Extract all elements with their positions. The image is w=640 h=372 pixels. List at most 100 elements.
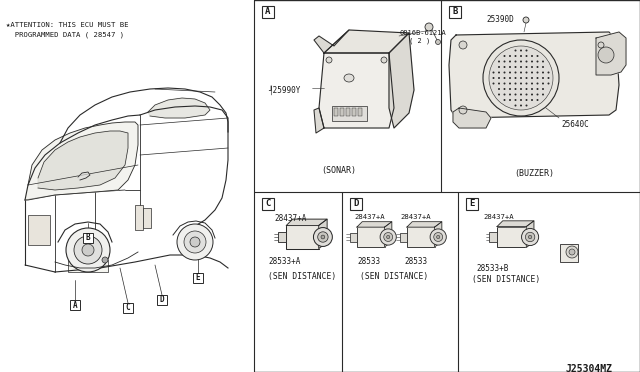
- Circle shape: [515, 88, 516, 90]
- Bar: [262, 6, 274, 18]
- Circle shape: [509, 61, 511, 62]
- Circle shape: [598, 42, 604, 48]
- Circle shape: [504, 71, 506, 74]
- Circle shape: [498, 71, 500, 74]
- Circle shape: [504, 83, 506, 84]
- Circle shape: [525, 61, 527, 62]
- Circle shape: [74, 236, 102, 264]
- Circle shape: [536, 55, 538, 57]
- Text: PROGRAMMED DATA ( 28547 ): PROGRAMMED DATA ( 28547 ): [6, 31, 124, 38]
- Polygon shape: [407, 222, 442, 227]
- Circle shape: [536, 99, 538, 101]
- Polygon shape: [596, 32, 626, 75]
- Circle shape: [536, 77, 538, 79]
- Text: B: B: [452, 7, 458, 16]
- Bar: [334, 108, 338, 116]
- Bar: [135, 205, 143, 230]
- Circle shape: [531, 77, 533, 79]
- Circle shape: [536, 88, 538, 90]
- Bar: [340, 108, 344, 116]
- Polygon shape: [314, 108, 324, 133]
- Circle shape: [525, 105, 527, 106]
- Bar: [352, 108, 356, 116]
- Circle shape: [525, 99, 527, 101]
- Circle shape: [547, 71, 550, 74]
- Bar: [0, 0, 254, 372]
- Text: 28437+A: 28437+A: [354, 214, 385, 220]
- Text: 28437+A: 28437+A: [400, 214, 431, 220]
- Circle shape: [531, 55, 533, 57]
- Circle shape: [504, 55, 506, 57]
- Circle shape: [498, 66, 500, 68]
- Circle shape: [515, 55, 516, 57]
- Circle shape: [509, 77, 511, 79]
- Circle shape: [531, 83, 533, 84]
- Text: (SEN DISTANCE): (SEN DISTANCE): [360, 272, 428, 281]
- Circle shape: [542, 93, 544, 96]
- Bar: [560, 244, 578, 262]
- Circle shape: [520, 77, 522, 79]
- Bar: [357, 227, 385, 247]
- Circle shape: [66, 228, 110, 272]
- Circle shape: [531, 99, 533, 101]
- Bar: [346, 108, 350, 116]
- Circle shape: [525, 66, 527, 68]
- Bar: [286, 225, 319, 248]
- Text: 0816B-6121A: 0816B-6121A: [399, 30, 445, 36]
- Circle shape: [314, 228, 332, 246]
- Circle shape: [515, 93, 516, 96]
- Circle shape: [509, 66, 511, 68]
- Bar: [449, 6, 461, 18]
- Polygon shape: [25, 122, 138, 200]
- Circle shape: [525, 93, 527, 96]
- Text: J25304MZ: J25304MZ: [565, 364, 612, 372]
- Polygon shape: [324, 30, 409, 53]
- Circle shape: [536, 66, 538, 68]
- Circle shape: [531, 71, 533, 74]
- Circle shape: [381, 57, 387, 63]
- Circle shape: [504, 66, 506, 68]
- Circle shape: [504, 99, 506, 101]
- Circle shape: [525, 55, 527, 57]
- Circle shape: [520, 88, 522, 90]
- Circle shape: [542, 61, 544, 62]
- Circle shape: [520, 83, 522, 84]
- Circle shape: [569, 249, 575, 255]
- Text: C: C: [125, 304, 131, 312]
- Circle shape: [520, 105, 522, 106]
- Text: 28437+A: 28437+A: [274, 214, 307, 223]
- Circle shape: [547, 77, 550, 79]
- Polygon shape: [286, 219, 327, 225]
- Circle shape: [317, 232, 328, 242]
- Circle shape: [520, 71, 522, 74]
- Circle shape: [493, 77, 495, 79]
- Circle shape: [515, 99, 516, 101]
- Polygon shape: [38, 131, 128, 190]
- Circle shape: [321, 235, 324, 239]
- Circle shape: [436, 235, 440, 238]
- Circle shape: [504, 77, 506, 79]
- Circle shape: [531, 61, 533, 62]
- Polygon shape: [357, 222, 392, 227]
- Circle shape: [525, 71, 527, 74]
- Circle shape: [82, 244, 94, 256]
- Circle shape: [520, 49, 522, 51]
- Bar: [358, 108, 362, 116]
- Circle shape: [520, 66, 522, 68]
- Bar: [123, 303, 133, 313]
- Text: ( 2 ): ( 2 ): [409, 38, 430, 45]
- Circle shape: [509, 88, 511, 90]
- Bar: [349, 232, 357, 241]
- Circle shape: [384, 232, 393, 241]
- Circle shape: [520, 99, 522, 101]
- Text: ┦25990Y: ┦25990Y: [268, 85, 300, 94]
- Circle shape: [522, 228, 539, 246]
- Polygon shape: [389, 33, 414, 128]
- Text: 25640C: 25640C: [561, 120, 589, 129]
- Circle shape: [536, 71, 538, 74]
- Circle shape: [525, 83, 527, 84]
- Circle shape: [525, 77, 527, 79]
- Bar: [332, 106, 367, 121]
- Circle shape: [515, 66, 516, 68]
- Circle shape: [515, 83, 516, 84]
